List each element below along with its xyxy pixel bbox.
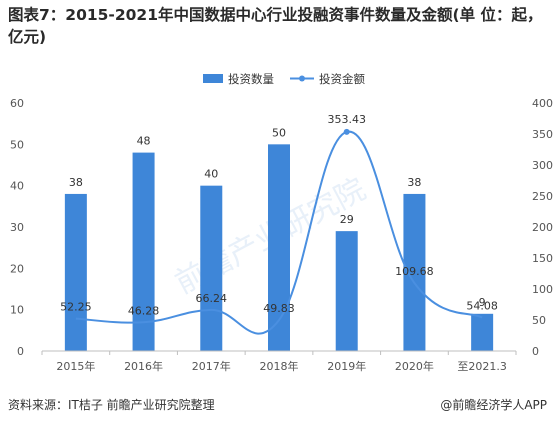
line-value-label: 66.24	[196, 292, 228, 305]
legend-bar-swatch	[203, 74, 223, 83]
legend-line-label: 投资金额	[319, 72, 365, 86]
x-tick-label: 2019年	[327, 359, 366, 373]
x-tick-label: 至2021.3	[457, 360, 507, 373]
right-tick-label: 100	[532, 283, 553, 296]
right-tick-label: 150	[532, 252, 553, 265]
bar-value-label: 9	[479, 296, 486, 309]
amount-line	[75, 130, 483, 335]
line-value-label: 46.28	[128, 304, 160, 317]
left-tick-label: 10	[10, 304, 24, 317]
right-tick-label: 350	[532, 128, 553, 141]
left-tick-label: 20	[10, 262, 24, 275]
x-tick-label: 2017年	[192, 359, 231, 373]
bar-value-label: 50	[272, 126, 286, 139]
line-point	[343, 128, 350, 135]
right-tick-label: 200	[532, 221, 553, 234]
legend: 投资数量 投资金额	[203, 72, 365, 86]
legend-bar-label: 投资数量	[228, 72, 274, 86]
credit-note: @前瞻经济学人APP	[440, 398, 547, 412]
bar-value-label: 29	[340, 213, 354, 226]
line-value-label: 54.08	[466, 299, 498, 312]
chart-title: 图表7：2015-2021年中国数据中心行业投融资事件数量及金额(单 位：起，亿…	[8, 6, 543, 46]
bar	[403, 193, 426, 351]
x-axis: 2015年 2016年 2017年 2018年 2019年 2020年 至2021.3	[41, 350, 517, 373]
source-note: 资料来源：IT桔子 前瞻产业研究院整理	[8, 398, 215, 412]
left-tick-label: 40	[10, 180, 24, 193]
line-value-label: 52.25	[60, 301, 92, 314]
right-tick-label: 250	[532, 190, 553, 203]
x-tick-label: 2018年	[260, 359, 299, 373]
bar	[132, 152, 155, 351]
bar	[64, 193, 87, 351]
right-tick-label: 300	[532, 159, 553, 172]
left-axis: 0 10 20 30 40 50 60	[10, 97, 24, 358]
left-tick-label: 50	[10, 138, 24, 151]
line-value-label: 353.43	[327, 113, 366, 126]
left-tick-label: 0	[17, 345, 24, 358]
line-series	[75, 128, 483, 335]
bar-value-label: 40	[204, 168, 218, 181]
bar-value-label: 48	[137, 135, 151, 148]
x-tick-label: 2016年	[124, 359, 163, 373]
left-tick-label: 60	[10, 97, 24, 110]
bar	[268, 144, 290, 351]
right-axis: 0 50 100 150 200 250 300 350 400	[532, 97, 553, 358]
bar	[471, 313, 494, 351]
bar	[200, 185, 223, 351]
x-tick-label: 2020年	[395, 359, 434, 373]
legend-line-marker	[299, 75, 305, 82]
line-value-label: 49.83	[263, 302, 295, 315]
right-tick-label: 400	[532, 97, 553, 110]
bar	[335, 231, 358, 351]
right-tick-label: 0	[532, 345, 539, 358]
x-tick-label: 2015年	[56, 359, 95, 373]
left-tick-label: 30	[10, 221, 24, 234]
bar-value-label: 38	[407, 176, 421, 189]
data-labels: 38 48 40 50 29 38 9 52.25 46.28 66.24 49.83 353.43 1…	[60, 113, 498, 317]
right-tick-label: 50	[532, 314, 546, 327]
bar-value-label: 38	[69, 176, 83, 189]
line-value-label: 109.68	[395, 265, 434, 278]
